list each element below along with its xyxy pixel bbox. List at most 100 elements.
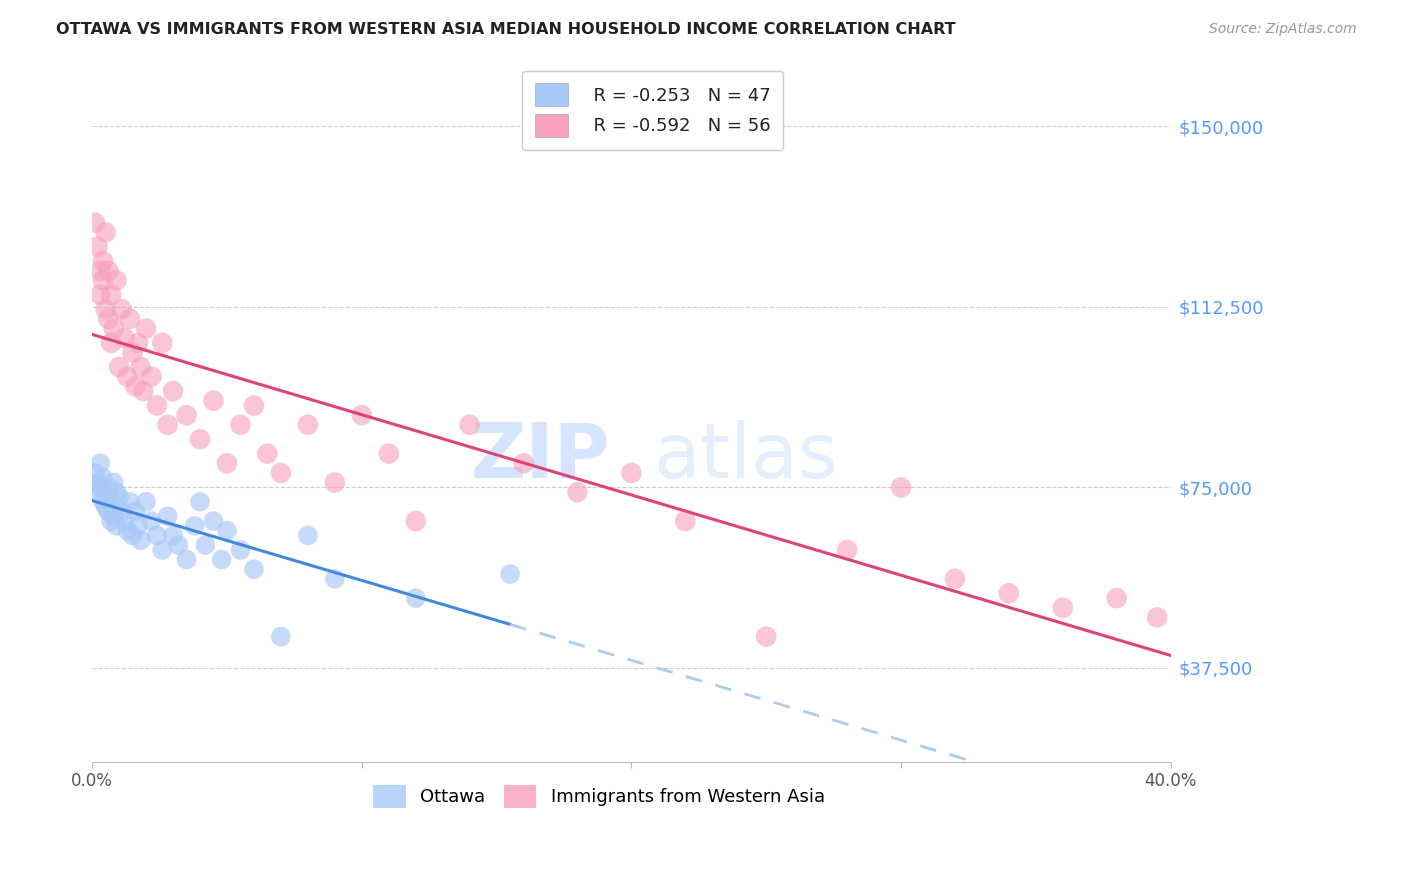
Point [202,514,225,528]
Point [118,311,141,326]
Point [127,335,149,350]
Point [97,504,120,518]
Point [755,630,778,644]
Point [146,528,169,542]
Point [998,586,1021,600]
Point [194,538,217,552]
Point [108,490,131,504]
Point [89,480,111,494]
Point [100,287,122,301]
Point [97,263,120,277]
Point [176,552,198,566]
Text: OTTAWA VS IMMIGRANTS FROM WESTERN ASIA MEDIAN HOUSEHOLD INCOME CORRELATION CHART: OTTAWA VS IMMIGRANTS FROM WESTERN ASIA M… [56,22,956,37]
Point [567,485,589,500]
Point [156,509,179,524]
Point [127,519,149,533]
Point [167,538,190,552]
Point [323,475,346,490]
Point [215,524,238,538]
Point [124,504,146,518]
Point [256,447,278,461]
Point [91,495,114,509]
Point [141,369,163,384]
Point [943,572,966,586]
Point [323,572,346,586]
Point [1052,600,1074,615]
Point [94,500,117,514]
Point [105,273,128,287]
Point [215,456,238,470]
Point [103,509,125,524]
Point [118,495,141,509]
Point [297,528,319,542]
Point [202,393,225,408]
Point [89,263,111,277]
Point [91,273,114,287]
Point [141,514,163,528]
Point [97,480,120,494]
Point [91,471,114,485]
Point [121,528,143,542]
Text: ZIP: ZIP [471,420,610,494]
Point [156,417,179,432]
Text: atlas: atlas [652,420,838,494]
Point [111,504,134,518]
Point [229,543,252,558]
Point [162,384,184,398]
Point [499,567,522,582]
Point [350,408,373,422]
Point [183,519,205,533]
Text: Source: ZipAtlas.com: Source: ZipAtlas.com [1209,22,1357,37]
Point [103,321,125,335]
Point [115,369,138,384]
Point [890,480,912,494]
Point [111,302,134,317]
Point [97,311,120,326]
Point [188,495,211,509]
Point [176,408,198,422]
Point [100,514,122,528]
Point [458,417,481,432]
Point [377,447,399,461]
Point [135,321,157,335]
Point [94,225,117,239]
Point [89,287,111,301]
Point [103,475,125,490]
Point [229,417,252,432]
Point [405,591,427,606]
Point [105,485,128,500]
Point [243,399,266,413]
Point [270,630,292,644]
Point [83,216,105,230]
Point [121,345,143,359]
Point [115,524,138,538]
Point [105,519,128,533]
Point [132,384,155,398]
Point [83,466,105,480]
Point [512,456,534,470]
Point [1146,610,1168,624]
Point [135,495,157,509]
Legend: Ottawa, Immigrants from Western Asia: Ottawa, Immigrants from Western Asia [366,778,832,815]
Point [100,495,122,509]
Point [114,514,136,528]
Point [129,359,152,374]
Point [1105,591,1128,606]
Point [243,562,266,576]
Point [162,528,184,542]
Point [124,379,146,393]
Point [89,456,111,470]
Point [86,240,108,254]
Point [86,475,108,490]
Point [150,543,173,558]
Point [188,432,211,446]
Point [405,514,427,528]
Point [620,466,643,480]
Point [835,543,858,558]
Point [108,359,131,374]
Point [94,490,117,504]
Point [100,335,122,350]
Point [270,466,292,480]
Point [86,485,108,500]
Point [211,552,233,566]
